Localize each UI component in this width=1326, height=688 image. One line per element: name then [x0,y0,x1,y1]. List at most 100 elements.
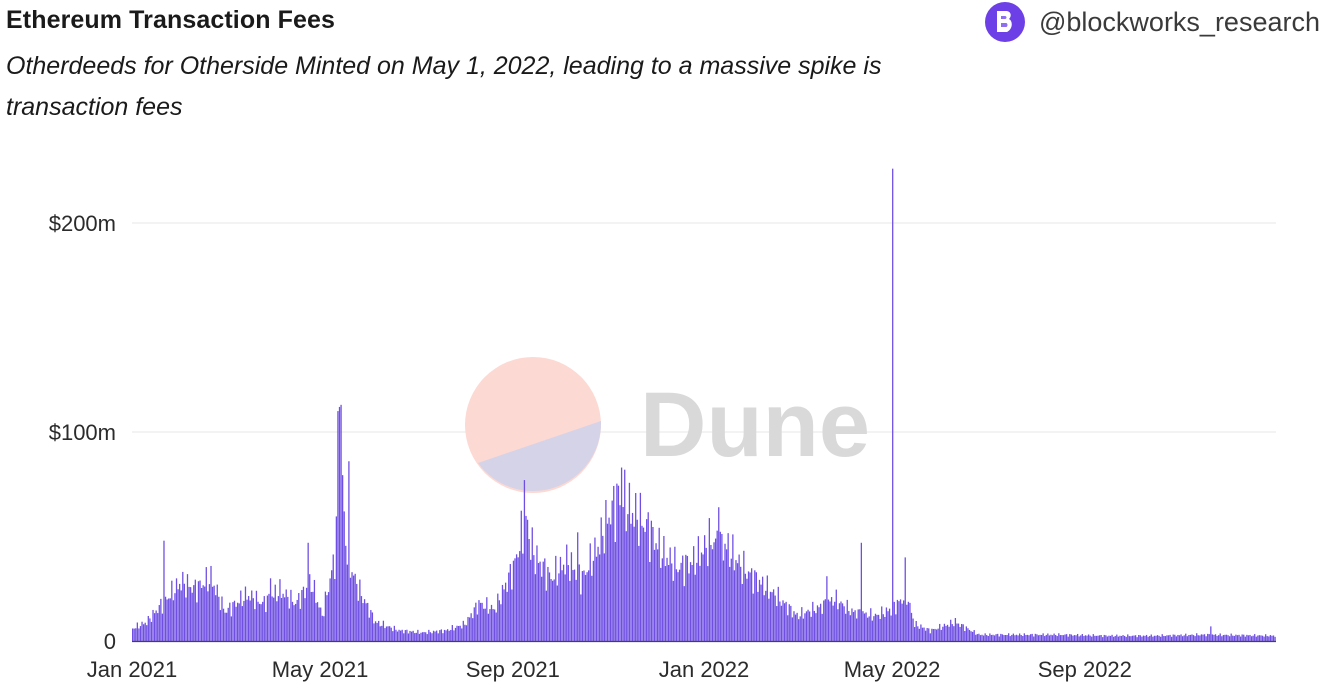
bar [823,600,825,641]
bar [417,629,419,641]
bar [534,574,537,641]
bar [331,570,333,641]
bar [238,603,240,641]
bar [193,585,195,641]
bar [200,588,203,641]
bar [732,534,734,641]
bar [704,535,706,641]
bar [595,556,598,641]
bar [691,565,693,641]
bar [888,608,891,641]
x-tick-label: Sep 2021 [466,657,560,682]
bar [979,635,982,641]
bar [335,516,338,641]
bar [414,633,416,641]
bar [147,615,149,641]
bar [396,631,399,641]
bar [959,626,961,641]
bar [1214,634,1217,641]
bar [526,519,529,641]
bar [1008,633,1010,641]
bar [1145,634,1148,641]
bar [1233,635,1235,641]
bar [1076,633,1079,641]
bar [504,582,507,641]
bar [360,596,363,641]
bar [1166,635,1168,641]
bar [1111,634,1113,641]
bar [1252,635,1254,641]
bar [699,565,701,641]
bar [573,569,576,641]
bar [1045,634,1047,641]
bar [461,628,463,641]
bar [852,612,855,641]
bar [503,589,505,641]
bar [616,483,618,641]
bar [349,577,352,641]
bar [1211,634,1214,641]
bar [1048,635,1051,641]
bar [890,615,892,641]
bar [846,599,848,641]
bar [1222,635,1225,641]
bar [158,605,160,641]
bar [813,610,815,641]
bar [420,632,422,641]
bar [722,560,725,641]
bar [1255,636,1257,641]
bar [199,580,201,641]
bar [989,633,991,641]
bar [260,604,262,641]
bar [429,632,432,641]
bar [591,575,593,641]
bar [196,602,198,641]
bar [354,573,356,641]
bar [207,591,209,641]
bar [628,482,631,641]
bar [515,554,518,641]
bar [609,524,612,641]
bar [415,632,417,641]
bar [1018,633,1021,641]
bar [555,555,557,641]
bar [646,519,648,641]
brand-handle[interactable]: @blockworks_research [1038,6,1320,37]
bar [694,574,696,641]
bar [1000,633,1002,641]
bar [1221,636,1223,641]
brand-badge[interactable]: @blockworks_research [984,2,1320,42]
bar [343,511,345,641]
bar [1232,635,1234,641]
bar [298,593,300,641]
bar [768,598,770,641]
bar [489,609,491,641]
bar [1139,635,1141,641]
bar [826,576,828,641]
bar [631,512,634,641]
bar [509,564,511,641]
bar [232,602,234,641]
bar [918,628,920,641]
bar [1161,634,1163,641]
bar [642,527,645,641]
bar [1044,636,1046,641]
bar [716,530,718,641]
bar [754,570,756,641]
bar [592,560,595,641]
bar [1081,634,1083,641]
bar [1083,636,1085,641]
bar [578,564,580,641]
bar [620,467,623,641]
bar [870,608,872,641]
gridlines [132,222,1276,433]
bar [370,610,372,641]
bar [849,615,852,641]
bar [393,625,395,641]
bar [1194,636,1196,641]
bar [257,601,259,641]
bar [1134,635,1137,641]
bar [378,620,380,641]
bar [454,627,457,641]
bar [1017,635,1019,641]
